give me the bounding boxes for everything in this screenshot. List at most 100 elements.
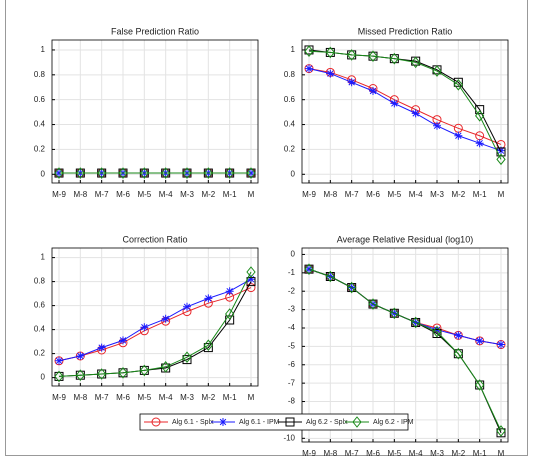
data-point — [75, 167, 85, 179]
y-tick-label: 0 — [41, 373, 46, 382]
x-tick-label: M-8 — [73, 393, 87, 402]
series-line — [58, 287, 252, 362]
y-tick-label: -3 — [288, 305, 296, 314]
data-point — [203, 167, 213, 179]
y-tick-label: 0.6 — [34, 301, 46, 310]
data-point — [432, 325, 442, 338]
axes-box — [51, 247, 259, 387]
y-tick-label: -8 — [288, 397, 296, 406]
legend-box — [139, 413, 409, 431]
data-point — [389, 307, 399, 320]
x-tick-label: M-7 — [95, 190, 109, 199]
y-tick-label: 0.8 — [34, 277, 46, 286]
axes-box — [301, 247, 509, 443]
x-tick-label: M-6 — [366, 449, 380, 458]
y-tick-label: 0 — [41, 169, 46, 178]
data-point — [118, 167, 128, 179]
data-point — [453, 78, 463, 91]
data-point — [347, 49, 357, 61]
data-point — [304, 263, 314, 275]
x-tick-label: M-4 — [409, 190, 423, 199]
data-point — [368, 298, 378, 310]
series-line — [308, 268, 502, 432]
data-point — [54, 370, 64, 383]
data-point — [326, 69, 335, 78]
legend-label: Alg 6.1 - Splx — [172, 419, 214, 426]
axes-box — [301, 39, 509, 184]
legend-label: Alg 6.2 - IPM — [373, 419, 414, 426]
x-tick-label: M-3 — [180, 190, 194, 199]
data-point — [304, 45, 314, 57]
legend-marker — [219, 418, 227, 426]
data-point — [496, 153, 506, 166]
data-point — [325, 46, 335, 59]
data-point — [454, 331, 463, 340]
y-tick-label: -2 — [288, 286, 296, 295]
data-point — [432, 329, 442, 339]
chart-title: Missed Prediction Ratio — [358, 26, 453, 36]
y-tick-label: 1 — [41, 253, 46, 262]
series-line — [308, 68, 502, 145]
x-tick-label: M-4 — [159, 393, 173, 402]
data-point — [97, 343, 106, 352]
data-point — [247, 275, 255, 284]
data-point — [390, 99, 399, 108]
y-tick-label: 0.2 — [34, 145, 46, 154]
data-point — [97, 368, 107, 380]
data-point — [139, 364, 149, 377]
series-line — [58, 271, 252, 377]
y-tick-label: 0 — [291, 250, 296, 259]
x-tick-label: M-1 — [223, 190, 237, 199]
data-point — [118, 366, 128, 379]
legend-marker — [352, 416, 362, 428]
series-line — [308, 68, 502, 152]
x-tick-label: M-1 — [473, 190, 487, 199]
y-tick-label: 0.4 — [34, 120, 46, 129]
x-tick-label: M-5 — [387, 449, 401, 458]
y-tick-label: 1 — [291, 45, 296, 54]
data-point — [432, 65, 442, 77]
x-tick-label: M-4 — [409, 449, 423, 458]
data-point — [497, 340, 505, 349]
series-line — [308, 50, 502, 160]
y-tick-label: -1 — [288, 268, 296, 277]
data-point — [246, 167, 256, 179]
x-tick-label: M-5 — [137, 190, 151, 199]
data-point — [182, 167, 192, 179]
data-point — [54, 167, 64, 179]
data-point — [55, 356, 63, 365]
x-tick-label: M-5 — [137, 393, 151, 402]
data-point — [411, 56, 421, 69]
data-point — [496, 428, 506, 438]
data-point — [305, 64, 313, 73]
y-tick-label: 0.6 — [34, 95, 46, 104]
y-tick-label: -5 — [288, 341, 296, 350]
y-tick-label: -6 — [288, 360, 296, 369]
y-tick-label: 0 — [291, 169, 296, 178]
data-point — [325, 270, 335, 283]
data-point — [475, 139, 484, 148]
x-tick-label: M-6 — [116, 190, 130, 199]
data-point — [161, 167, 171, 179]
x-tick-label: M-2 — [201, 393, 215, 402]
y-tick-label: 0.6 — [284, 95, 296, 104]
data-point — [347, 281, 357, 294]
y-tick-label: -4 — [288, 323, 296, 332]
data-point — [140, 323, 149, 332]
data-point — [225, 167, 235, 179]
y-tick-label: 0.4 — [34, 325, 46, 334]
data-point — [475, 379, 485, 391]
x-tick-label: M-9 — [302, 190, 316, 199]
legend-label: Alg 6.1 - IPM — [239, 419, 280, 426]
chart-title: Correction Ratio — [122, 234, 187, 244]
data-point — [475, 110, 485, 122]
data-point — [433, 121, 441, 130]
x-tick-label: M-7 — [345, 190, 359, 199]
y-tick-label: -7 — [288, 378, 296, 387]
chart-title: False Prediction Ratio — [111, 26, 199, 36]
x-tick-label: M-2 — [451, 190, 465, 199]
data-point — [75, 369, 85, 382]
y-tick-label: 0.2 — [284, 145, 296, 154]
y-tick-label: -10 — [283, 433, 295, 442]
